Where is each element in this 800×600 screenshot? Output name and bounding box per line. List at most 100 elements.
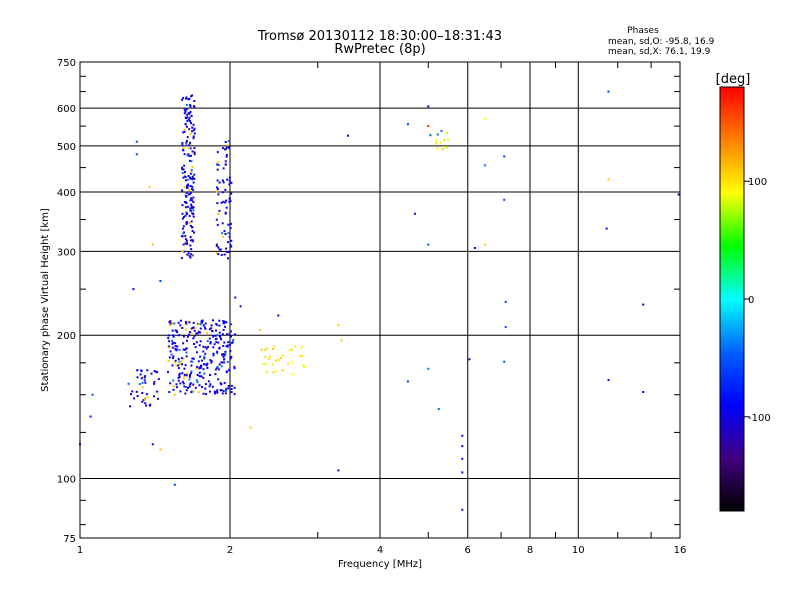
data-point [230, 391, 233, 394]
data-point [178, 372, 181, 375]
data-point [199, 340, 202, 343]
data-point [189, 176, 191, 179]
data-point [187, 153, 190, 156]
data-point [445, 146, 448, 149]
data-point [198, 384, 201, 387]
data-point [223, 381, 226, 384]
data-point [189, 172, 192, 175]
data-point [170, 339, 173, 342]
data-point [143, 376, 146, 379]
data-point [206, 362, 209, 365]
data-point [441, 148, 444, 151]
data-point [181, 142, 184, 145]
data-point [436, 133, 439, 136]
data-point [503, 360, 506, 363]
data-point [229, 323, 232, 326]
data-point [177, 358, 180, 360]
data-point [180, 360, 183, 363]
data-point [193, 132, 196, 135]
data-point [202, 345, 205, 348]
y-axis-tick-labels: 75 100 200 300 400 500 600 750 [57, 58, 76, 545]
data-point [191, 130, 193, 133]
data-point [187, 175, 190, 177]
data-point [183, 377, 186, 380]
data-point [217, 193, 220, 196]
data-point [175, 383, 178, 386]
data-point [437, 408, 440, 410]
data-point [178, 376, 181, 378]
data-point [193, 127, 196, 130]
data-point [215, 252, 218, 255]
data-point [136, 369, 139, 372]
data-point [182, 168, 185, 171]
data-point [214, 392, 216, 395]
data-point [230, 222, 232, 225]
x-axis-label: Frequency [MHz] [338, 559, 422, 570]
data-point [228, 235, 231, 238]
data-point [183, 385, 186, 388]
data-point [427, 367, 430, 370]
data-point [301, 346, 304, 349]
data-point [221, 232, 224, 235]
data-point [216, 202, 219, 205]
data-point [220, 365, 223, 368]
y-tick-label: 600 [57, 104, 76, 115]
data-point [234, 333, 236, 336]
data-point [642, 303, 645, 306]
data-point [142, 375, 145, 378]
data-point [191, 226, 194, 229]
data-point [135, 153, 138, 156]
data-point [427, 105, 430, 108]
data-point [189, 199, 192, 202]
data-point [201, 319, 204, 322]
data-point [184, 242, 187, 245]
stats-x-mode: mean, sd,X: 76.1, 19.9 [608, 47, 711, 57]
data-point [219, 336, 222, 339]
data-point [337, 469, 340, 472]
data-point [211, 330, 214, 333]
data-point [175, 386, 178, 389]
data-point [202, 392, 205, 395]
data-point [224, 148, 227, 151]
data-point [461, 445, 464, 448]
data-point [227, 341, 230, 344]
chart-title: Tromsø 20130112 18:30:00–18:31:43 [257, 29, 502, 44]
data-point [217, 164, 220, 167]
data-point [193, 335, 196, 338]
data-point [210, 360, 213, 363]
data-point [484, 117, 487, 120]
data-point [182, 149, 185, 152]
data-point [186, 372, 189, 375]
colorbar-ticks: 100 0 -100 [744, 177, 771, 424]
data-point [190, 364, 193, 367]
data-point [217, 213, 220, 215]
data-point [181, 172, 184, 174]
data-point [184, 175, 187, 178]
data-point [228, 368, 231, 371]
data-point [192, 209, 195, 212]
data-point [224, 141, 227, 143]
data-point [169, 320, 172, 323]
data-point [185, 389, 188, 392]
data-point [184, 364, 187, 367]
data-point [224, 325, 226, 328]
data-point [216, 179, 219, 182]
data-point [188, 98, 191, 100]
data-point [226, 178, 229, 181]
data-point [177, 364, 180, 367]
data-point [190, 248, 193, 251]
data-point [203, 357, 206, 360]
data-point [225, 155, 228, 158]
data-point [193, 106, 196, 109]
data-point [133, 397, 136, 400]
data-point [224, 212, 227, 215]
data-point [188, 321, 191, 324]
chart-subtitle: RwPretec (8p) [334, 42, 425, 57]
data-point [186, 107, 189, 110]
data-point [473, 247, 476, 249]
data-point [228, 147, 231, 150]
data-point [200, 375, 203, 378]
data-point [186, 116, 189, 119]
data-point [183, 172, 186, 175]
